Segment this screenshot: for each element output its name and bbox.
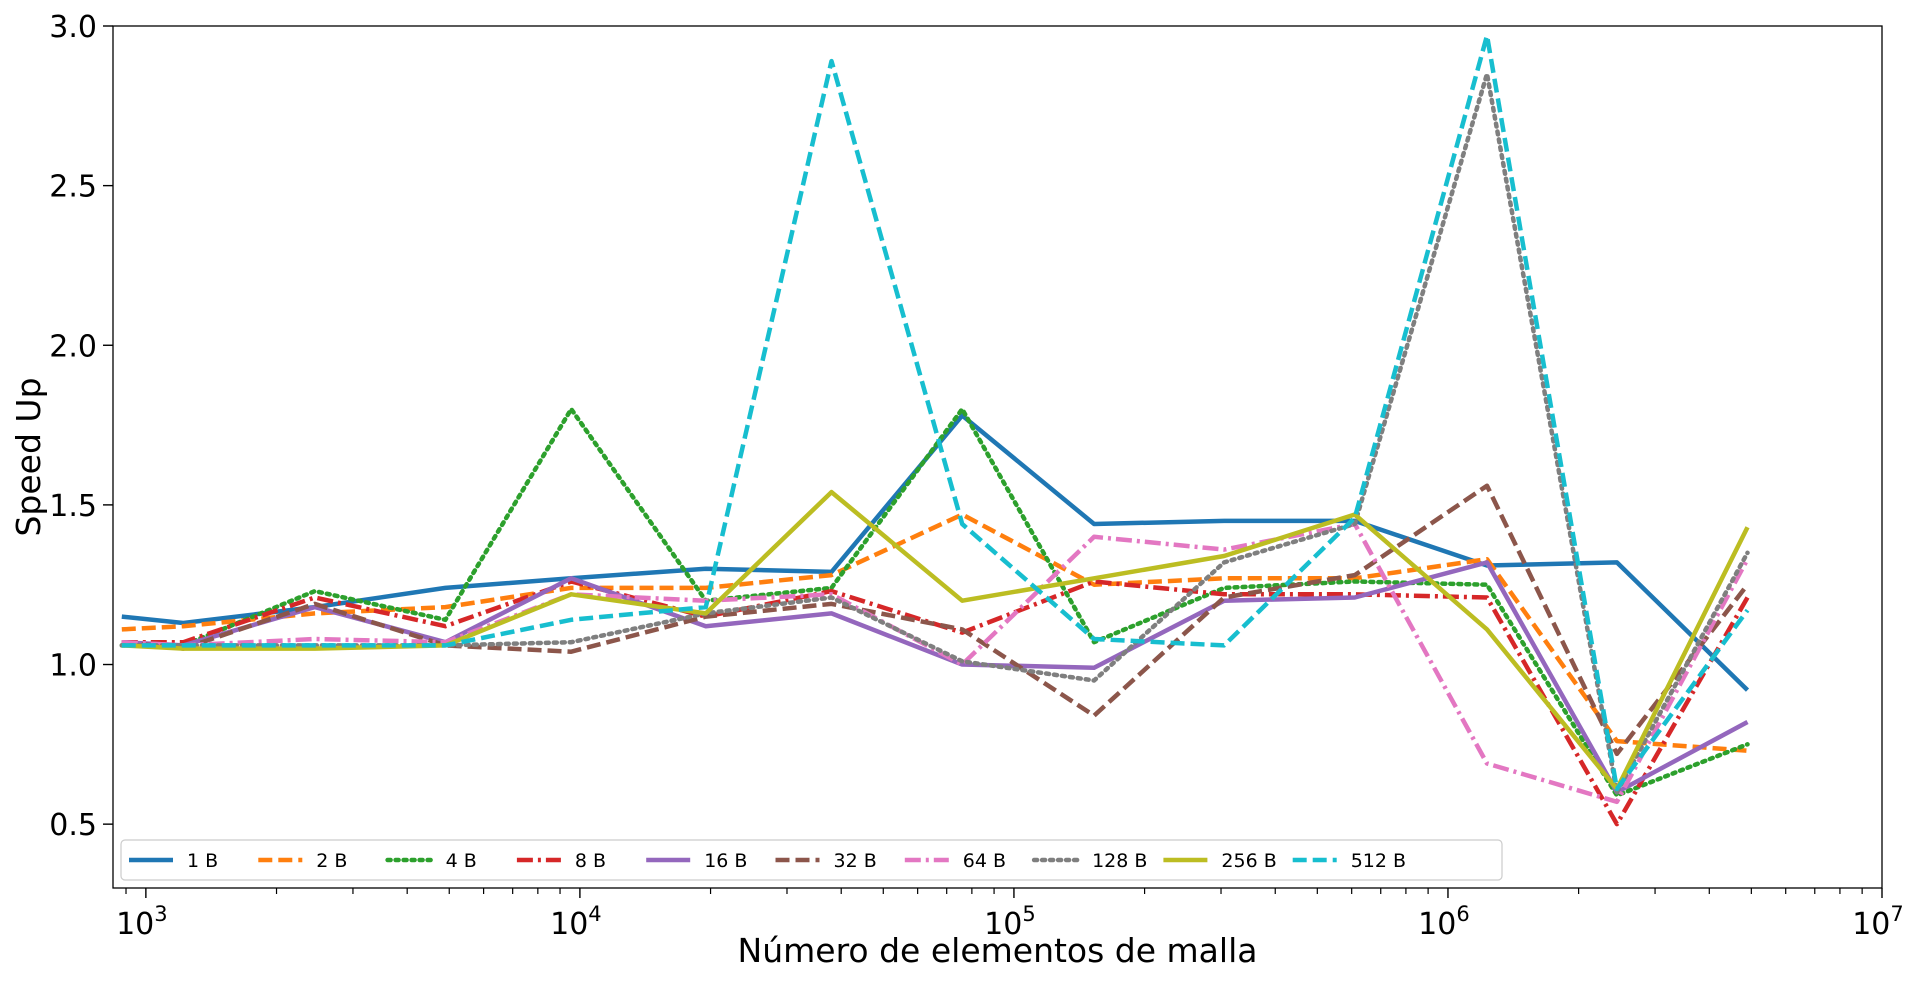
- y-tick-label: 2.5: [49, 170, 97, 205]
- legend-label: 256 B: [1221, 850, 1276, 872]
- y-axis-label: Speed Up: [9, 377, 48, 536]
- legend-entry: 8 B: [516, 850, 606, 872]
- series-line-8b: [121, 579, 1750, 827]
- legend-box: [120, 839, 1503, 881]
- y-tick-label: 1.0: [49, 649, 97, 684]
- series-line-512b: [121, 33, 1750, 792]
- x-tick-label: 104: [550, 902, 602, 942]
- x-axis-label: Número de elementos de malla: [738, 931, 1258, 970]
- y-tick-label: 1.5: [49, 489, 97, 524]
- legend-label: 512 B: [1351, 850, 1406, 872]
- series-line-32b: [121, 483, 1750, 757]
- legend-entry: 1 B: [129, 850, 218, 872]
- legend-label: 128 B: [1092, 850, 1147, 872]
- series-line-4b: [119, 406, 1750, 798]
- legend-label: 8 B: [575, 850, 606, 872]
- y-tick-label: 0.5: [49, 808, 97, 843]
- y-tick-label: 2.0: [49, 329, 97, 364]
- legend-entry: 128 B: [1031, 850, 1147, 872]
- x-axis: 103 104 105 106 107: [116, 888, 1904, 942]
- legend-entry: 32 B: [775, 850, 877, 872]
- x-tick-label: 105: [984, 902, 1036, 942]
- series-line-1b: [121, 413, 1750, 692]
- plot-frame: [112, 25, 1883, 889]
- legend-entry: 512 B: [1292, 850, 1406, 872]
- x-tick-label: 103: [116, 902, 168, 942]
- x-tick-label: 107: [1852, 902, 1904, 942]
- legend-entry: 256 B: [1163, 850, 1277, 872]
- legend-label: 1 B: [187, 850, 218, 872]
- series-line-128b: [119, 71, 1750, 795]
- legend-entry: 4 B: [385, 850, 477, 872]
- series-line-256b: [121, 489, 1750, 792]
- legend-entry: 2 B: [258, 850, 347, 872]
- legend: 1 B 2 B 4 B 8 B 16 B 32 B 64 B 128 B 256 B 512 B: [120, 839, 1503, 881]
- y-axis: 0.5 1.0 1.5 2.0 2.5 3.0: [49, 10, 113, 843]
- x-tick-label: 106: [1418, 902, 1470, 942]
- legend-label: 4 B: [446, 850, 477, 872]
- legend-entry: 16 B: [646, 850, 747, 872]
- series-layer: [119, 33, 1750, 827]
- y-tick-label: 3.0: [49, 10, 97, 45]
- legend-label: 2 B: [316, 850, 347, 872]
- legend-entry: 64 B: [904, 850, 1006, 872]
- legend-label: 64 B: [963, 850, 1006, 872]
- legend-label: 32 B: [834, 850, 877, 872]
- legend-label: 16 B: [704, 850, 747, 872]
